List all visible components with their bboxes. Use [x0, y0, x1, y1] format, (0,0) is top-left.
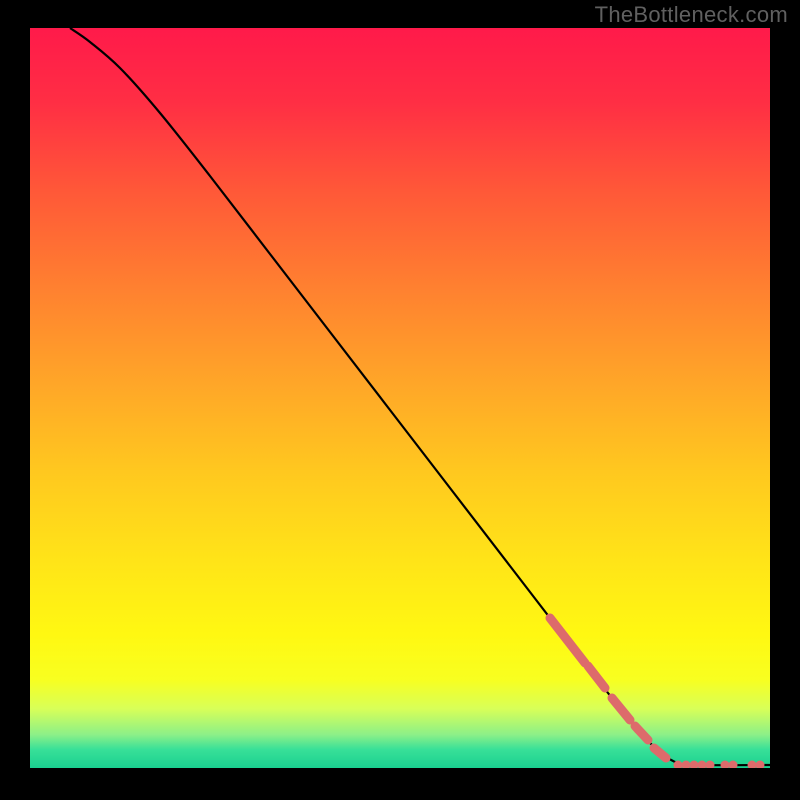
watermark-text: TheBottleneck.com	[595, 2, 788, 28]
chart-background	[30, 28, 770, 768]
chart-plot	[30, 28, 770, 768]
